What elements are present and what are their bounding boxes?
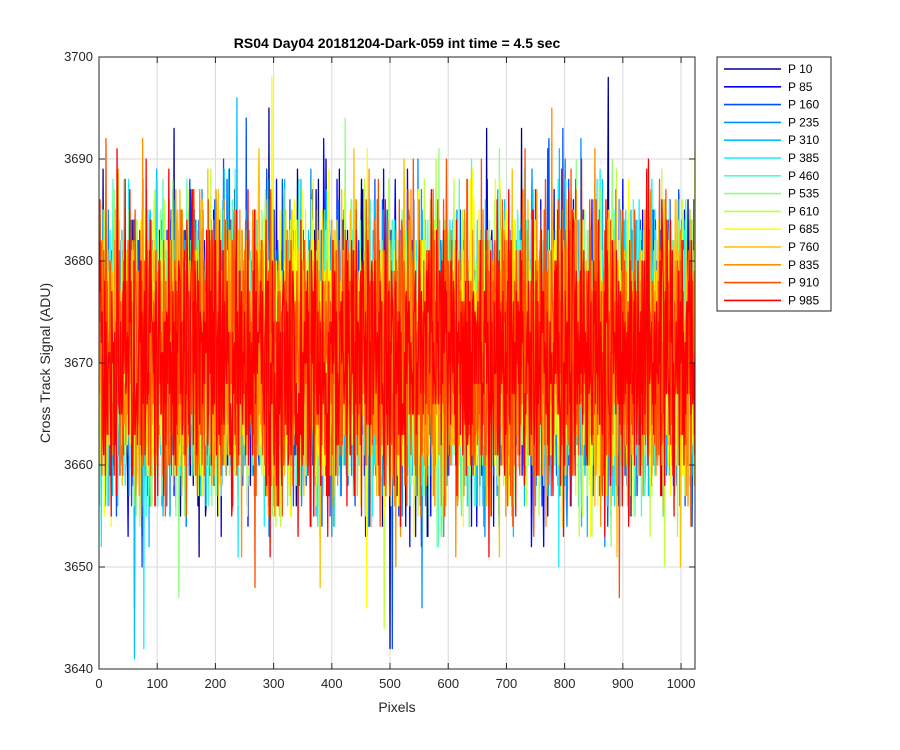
x-tick-label: 700 xyxy=(496,676,518,691)
y-tick-label: 3650 xyxy=(64,559,93,574)
legend-item-label: P 910 xyxy=(788,276,819,290)
y-tick-label: 3670 xyxy=(64,355,93,370)
y-tick-label: 3700 xyxy=(64,49,93,64)
legend-item-label: P 160 xyxy=(788,98,819,112)
legend-item-label: P 985 xyxy=(788,293,819,307)
legend-item-label: P 460 xyxy=(788,169,819,183)
legend-item-label: P 610 xyxy=(788,204,819,218)
legend-item-label: P 85 xyxy=(788,80,813,94)
x-tick-label: 200 xyxy=(205,676,227,691)
legend-item-label: P 385 xyxy=(788,151,819,165)
x-tick-label: 800 xyxy=(554,676,576,691)
legend-item-label: P 310 xyxy=(788,133,819,147)
legend-item-label: P 835 xyxy=(788,258,819,272)
x-tick-label: 500 xyxy=(379,676,401,691)
x-tick-label: 1000 xyxy=(667,676,696,691)
legend-item-label: P 10 xyxy=(788,62,813,76)
y-tick-label: 3660 xyxy=(64,457,93,472)
legend-item-label: P 685 xyxy=(788,222,819,236)
legend-box xyxy=(717,57,831,311)
x-tick-label: 100 xyxy=(146,676,168,691)
y-axis-label: Cross Track Signal (ADU) xyxy=(37,283,53,443)
x-axis-label: Pixels xyxy=(378,699,415,715)
legend-item-label: P 760 xyxy=(788,240,819,254)
legend-item-label: P 535 xyxy=(788,187,819,201)
legend-item-label: P 235 xyxy=(788,115,819,129)
x-tick-label: 400 xyxy=(321,676,343,691)
x-tick-label: 600 xyxy=(437,676,459,691)
y-tick-label: 3680 xyxy=(64,253,93,268)
y-tick-label: 3640 xyxy=(64,661,93,676)
x-tick-label: 900 xyxy=(612,676,634,691)
legend: P 10 P 85 P 160 P 235 P 310 P 385 P 460 P 535 P … xyxy=(717,57,831,311)
y-tick-label: 3690 xyxy=(64,151,93,166)
x-tick-label: 0 xyxy=(95,676,102,691)
x-tick-label: 300 xyxy=(263,676,285,691)
chart-title: RS04 Day04 20181204-Dark-059 int time = … xyxy=(234,35,561,51)
